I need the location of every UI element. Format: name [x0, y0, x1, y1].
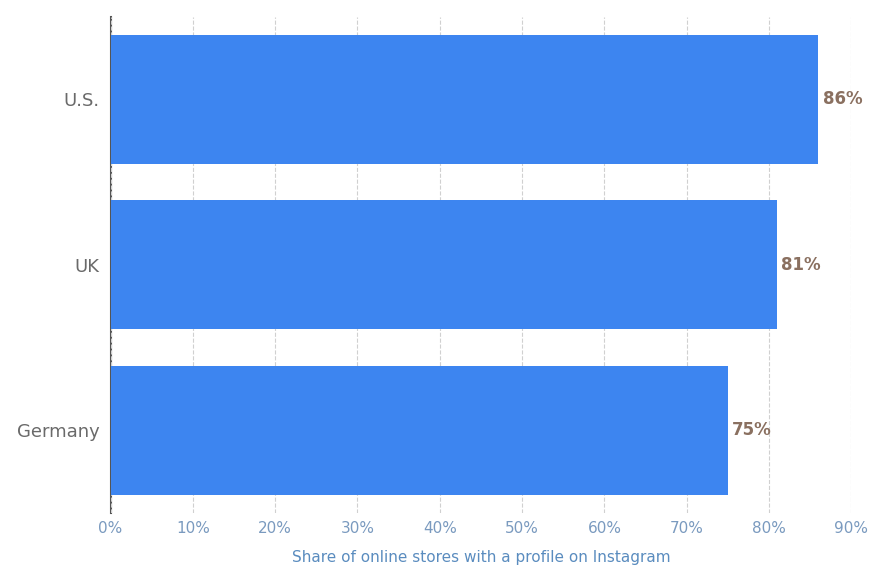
Bar	[111, 366, 727, 495]
X-axis label: Share of online stores with a profile on Instagram: Share of online stores with a profile on…	[292, 551, 670, 565]
Bar	[111, 182, 851, 347]
Text: 86%: 86%	[822, 90, 862, 108]
Text: 81%: 81%	[781, 256, 821, 274]
Text: 75%: 75%	[732, 421, 772, 439]
Bar	[111, 17, 851, 182]
Bar	[111, 513, 851, 582]
Bar	[111, 0, 851, 17]
Bar	[111, 347, 851, 513]
Bar	[111, 35, 819, 164]
Bar	[111, 200, 777, 329]
